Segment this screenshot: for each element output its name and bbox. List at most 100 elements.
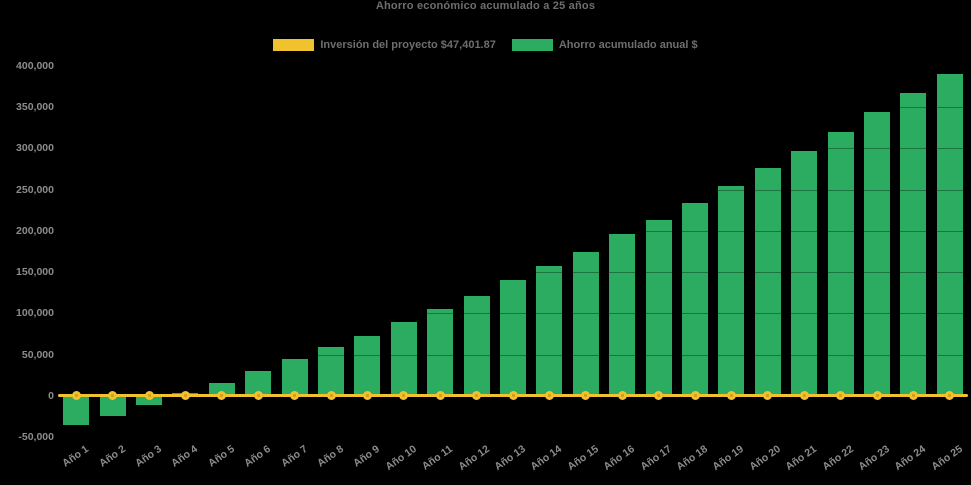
- bar: [136, 395, 162, 406]
- x-tick-label: Año 11: [419, 443, 456, 473]
- y-tick-label: 100,000: [16, 307, 54, 320]
- bar: [754, 168, 781, 396]
- x-tick-label: Año 10: [383, 443, 419, 473]
- line-marker: [362, 391, 372, 401]
- bar: [99, 395, 126, 416]
- grid-line: [58, 313, 968, 315]
- grid-line: [58, 272, 968, 274]
- line-marker: [180, 391, 190, 401]
- bar: [936, 73, 963, 396]
- x-tick-label: Año 19: [710, 443, 747, 473]
- line-marker: [836, 391, 846, 401]
- legend-label-investment: Inversión del proyecto $47,401.87: [320, 39, 496, 51]
- x-tick-label: Año 17: [637, 443, 674, 473]
- x-tick-label: Año 13: [492, 443, 528, 473]
- grid-line: [58, 189, 968, 191]
- line-marker: [472, 391, 482, 401]
- bar: [427, 308, 454, 396]
- line-marker: [253, 391, 263, 401]
- bar: [827, 131, 854, 396]
- grid-line: [58, 148, 968, 150]
- line-marker: [544, 391, 554, 401]
- x-tick-label: Año 24: [892, 443, 929, 473]
- x-tick-label: Año 1: [60, 443, 92, 470]
- x-tick-label: Año 22: [819, 443, 856, 473]
- legend-label-savings: Ahorro acumulado anual $: [558, 39, 698, 51]
- bar: [63, 395, 90, 426]
- y-tick-label: 200,000: [16, 224, 54, 237]
- line-marker: [617, 391, 627, 401]
- line-marker: [581, 391, 591, 401]
- bar: [864, 112, 890, 396]
- x-tick-label: Año 4: [169, 443, 201, 470]
- line-marker: [872, 391, 882, 401]
- grid-line: [58, 230, 968, 232]
- x-tick-label: Año 3: [133, 443, 164, 470]
- bar: [318, 347, 344, 396]
- legend: Inversión del proyecto $47,401.87 Ahorro…: [0, 39, 971, 51]
- x-tick-label: Año 7: [278, 443, 310, 470]
- y-tick-label: 0: [48, 389, 54, 402]
- x-tick-label: Año 21: [783, 443, 820, 473]
- bar: [791, 150, 818, 396]
- bar: [609, 234, 636, 396]
- y-tick-label: 300,000: [16, 142, 54, 155]
- x-tick-label: Año 8: [315, 443, 346, 470]
- legend-swatch-investment: [273, 39, 315, 51]
- y-tick-label: 50,000: [21, 348, 54, 361]
- line-marker: [508, 391, 518, 401]
- x-tick-label: Año 6: [242, 443, 274, 470]
- bar: [900, 93, 927, 396]
- line-marker: [654, 391, 664, 401]
- x-tick-label: Año 23: [856, 443, 892, 473]
- line-marker: [399, 391, 409, 401]
- line-marker: [945, 391, 955, 401]
- chart-title: Ahorro económico acumulado a 25 años: [375, 0, 596, 12]
- bar: [572, 251, 599, 396]
- grid-line: [58, 66, 968, 67]
- line-marker: [690, 391, 700, 401]
- line-marker: [908, 391, 918, 401]
- legend-swatch-savings: [511, 39, 553, 51]
- x-tick-label: Año 14: [528, 443, 565, 473]
- x-tick-label: Año 16: [601, 443, 638, 473]
- line-marker: [326, 391, 336, 401]
- bar: [500, 280, 526, 396]
- line-marker: [435, 391, 445, 401]
- grid-line: [58, 107, 968, 109]
- legend-item-savings: Ahorro acumulado anual $: [511, 39, 698, 51]
- line-marker: [763, 391, 773, 401]
- bar: [390, 322, 417, 396]
- line-marker: [290, 391, 300, 401]
- grid-line: [58, 437, 968, 438]
- x-tick-label: Año 18: [674, 443, 710, 473]
- line-marker: [217, 391, 227, 401]
- bar: [208, 382, 235, 396]
- y-tick-label: 250,000: [16, 183, 54, 196]
- y-tick-label: 150,000: [16, 266, 54, 279]
- bar: [354, 336, 381, 396]
- line-marker: [108, 391, 118, 401]
- x-tick-label: Año 12: [455, 443, 492, 473]
- x-tick-label: Año 20: [747, 443, 783, 473]
- y-tick-label: -50,000: [18, 431, 54, 443]
- x-tick-label: Año 9: [351, 443, 383, 470]
- bar: [463, 295, 490, 396]
- legend-item-investment: Inversión del proyecto $47,401.87: [273, 39, 496, 51]
- bar: [682, 203, 708, 396]
- grid-line: [58, 354, 968, 356]
- x-tick-label: Año 15: [565, 443, 601, 473]
- y-tick-label: 400,000: [16, 60, 54, 72]
- line-marker: [71, 391, 81, 401]
- bar: [718, 185, 745, 396]
- x-tick-label: Año 2: [96, 443, 128, 470]
- bar: [645, 220, 672, 396]
- plot-area: [58, 66, 968, 438]
- line-marker: [144, 391, 154, 401]
- line-marker: [726, 391, 736, 401]
- x-tick-label: Año 25: [929, 443, 965, 473]
- line-marker: [799, 391, 809, 401]
- bar: [281, 359, 308, 396]
- y-tick-label: 350,000: [16, 101, 54, 114]
